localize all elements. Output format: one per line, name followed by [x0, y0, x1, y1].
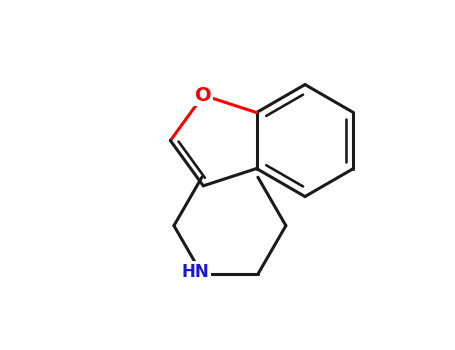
Text: HN: HN [182, 263, 209, 281]
Text: O: O [195, 86, 212, 105]
